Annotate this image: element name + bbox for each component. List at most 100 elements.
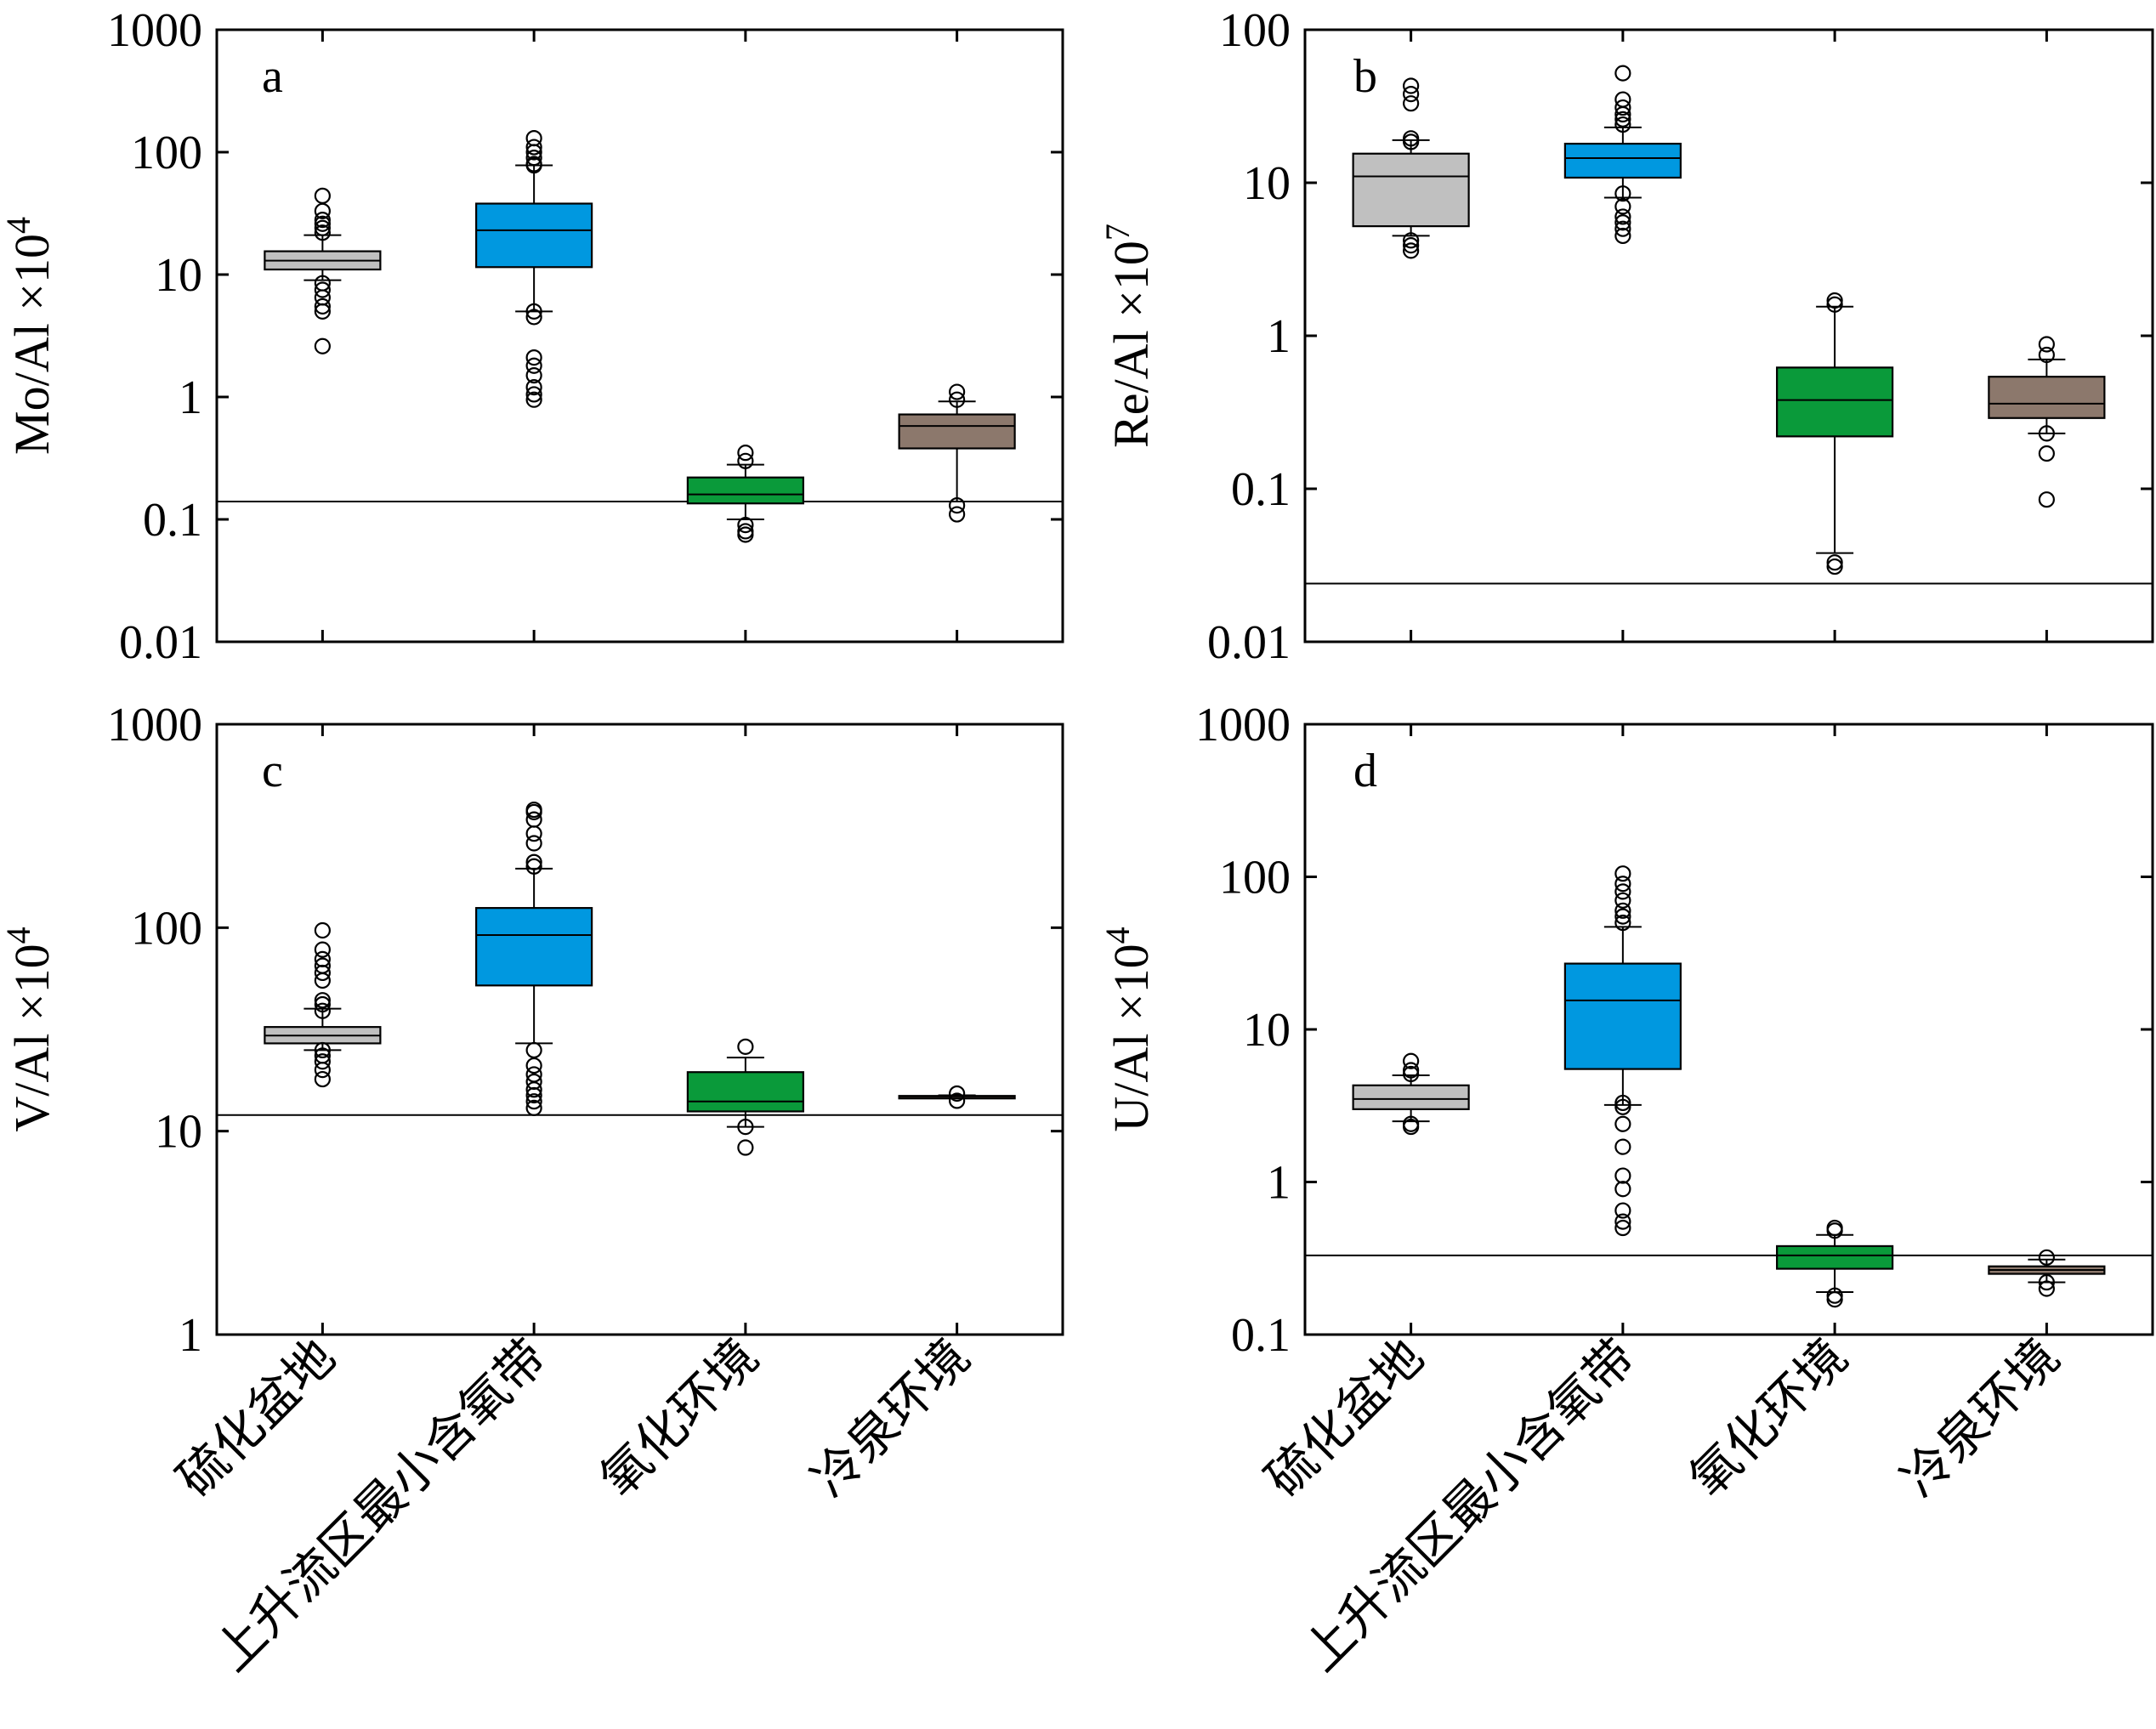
box-3 — [1988, 1249, 2106, 1297]
outlier-point — [737, 1139, 754, 1156]
panel-letter: d — [1353, 745, 1377, 797]
outlier-point — [525, 853, 542, 870]
outlier-point — [525, 1057, 542, 1074]
outlier-point — [525, 386, 542, 403]
outlier-point — [1614, 185, 1631, 202]
plot-frame — [215, 723, 1064, 1336]
box-body — [1563, 142, 1682, 179]
outlier-point — [314, 950, 331, 968]
y-tick-label: 100 — [1219, 4, 1291, 57]
outlier-point — [1614, 1138, 1631, 1155]
category-label: 冷泉环境 — [802, 1329, 980, 1507]
y-tick-label: 100 — [131, 902, 202, 955]
outlier-point — [1614, 198, 1631, 215]
box-1 — [1563, 865, 1682, 1237]
outlier-point — [1403, 232, 1420, 249]
box-3 — [898, 383, 1016, 523]
outlier-point — [525, 303, 542, 320]
outlier-point — [1826, 1219, 1843, 1237]
outlier-point — [1614, 892, 1631, 909]
outlier-point — [1614, 908, 1631, 925]
panel-c: 1 10 100 1000 c V/Al ×104 — [0, 699, 1064, 1362]
outlier-point — [314, 1002, 331, 1019]
outlier-point — [314, 941, 331, 958]
box-body — [1988, 376, 2106, 419]
outlier-point — [1614, 914, 1631, 932]
outlier-point — [525, 129, 542, 147]
outlier-point — [314, 219, 331, 236]
outlier-point — [314, 992, 331, 1009]
outlier-point — [949, 496, 966, 514]
y-tick-label: 1 — [179, 371, 202, 424]
outlier-point — [1826, 558, 1843, 575]
y-tick-label: 1 — [179, 1309, 202, 1362]
outlier-point — [737, 516, 754, 534]
outlier-point — [1614, 227, 1631, 245]
outlier-point — [314, 1070, 331, 1088]
outlier-point — [1614, 902, 1631, 919]
outlier-point — [2038, 1273, 2055, 1291]
panel-letter: b — [1353, 50, 1377, 103]
y-axis-label: V/Al ×104 — [0, 927, 60, 1131]
category-label: 氧化环境 — [590, 1329, 769, 1507]
outlier-point — [1614, 111, 1631, 128]
box-body — [686, 476, 804, 505]
box-0 — [264, 187, 382, 354]
y-tick-label: 1 — [1267, 1157, 1291, 1210]
outlier-point — [525, 1093, 542, 1110]
outlier-point — [1614, 1098, 1631, 1115]
y-tick-label: 1 — [1267, 310, 1291, 363]
outlier-point — [1826, 1287, 1843, 1304]
plot-frame — [215, 28, 1064, 643]
outlier-point — [525, 858, 542, 875]
panel-letter: c — [262, 745, 283, 797]
outlier-point — [737, 523, 754, 540]
outlier-point — [525, 1066, 542, 1083]
outlier-point — [314, 187, 331, 204]
outlier-point — [1614, 865, 1631, 882]
outlier-point — [1403, 95, 1420, 112]
outlier-point — [1403, 86, 1420, 103]
outlier-point — [1403, 77, 1420, 94]
outlier-point — [1403, 1062, 1420, 1079]
outlier-point — [314, 921, 331, 939]
outlier-point — [1826, 292, 1843, 309]
box-1 — [1563, 65, 1682, 245]
panel-letter: a — [262, 50, 283, 103]
outlier-point — [1614, 1094, 1631, 1112]
y-tick-label: 10 — [1243, 1004, 1291, 1057]
outlier-point — [2038, 346, 2055, 364]
outlier-point — [1614, 1202, 1631, 1219]
box-body — [898, 413, 1016, 450]
box-3 — [898, 1085, 1016, 1109]
y-tick-label: 10 — [155, 1106, 202, 1159]
outlier-point — [1614, 208, 1631, 225]
panel-b: 0.01 0.1 1 10 100 b Re/Al ×107 — [1098, 4, 2154, 669]
y-tick-label: 1000 — [1195, 699, 1291, 751]
outlier-point — [525, 801, 542, 819]
outlier-point — [949, 506, 966, 523]
box-2 — [1776, 1219, 1894, 1308]
outlier-point — [737, 452, 754, 469]
outlier-point — [1614, 1115, 1631, 1132]
panel-a: 0.01 0.1 1 10 100 1000 a Mo/Al ×104 — [0, 4, 1064, 669]
category-label: 氧化环境 — [1679, 1329, 1858, 1507]
outlier-point — [1614, 883, 1631, 900]
y-tick-label: 0.1 — [1231, 1309, 1291, 1362]
outlier-point — [1403, 1115, 1420, 1132]
y-tick-label: 100 — [1219, 852, 1291, 904]
outlier-point — [525, 1041, 542, 1059]
plot-frame — [1303, 723, 2154, 1336]
box-body — [1352, 1084, 1470, 1110]
outlier-point — [314, 212, 331, 229]
outlier-point — [525, 1073, 542, 1091]
outlier-point — [1614, 876, 1631, 893]
outlier-point — [1826, 554, 1843, 571]
outlier-point — [1614, 1167, 1631, 1184]
outlier-point — [1614, 1213, 1631, 1230]
outlier-point — [737, 1118, 754, 1136]
y-axis-label: U/Al ×104 — [1098, 927, 1159, 1131]
